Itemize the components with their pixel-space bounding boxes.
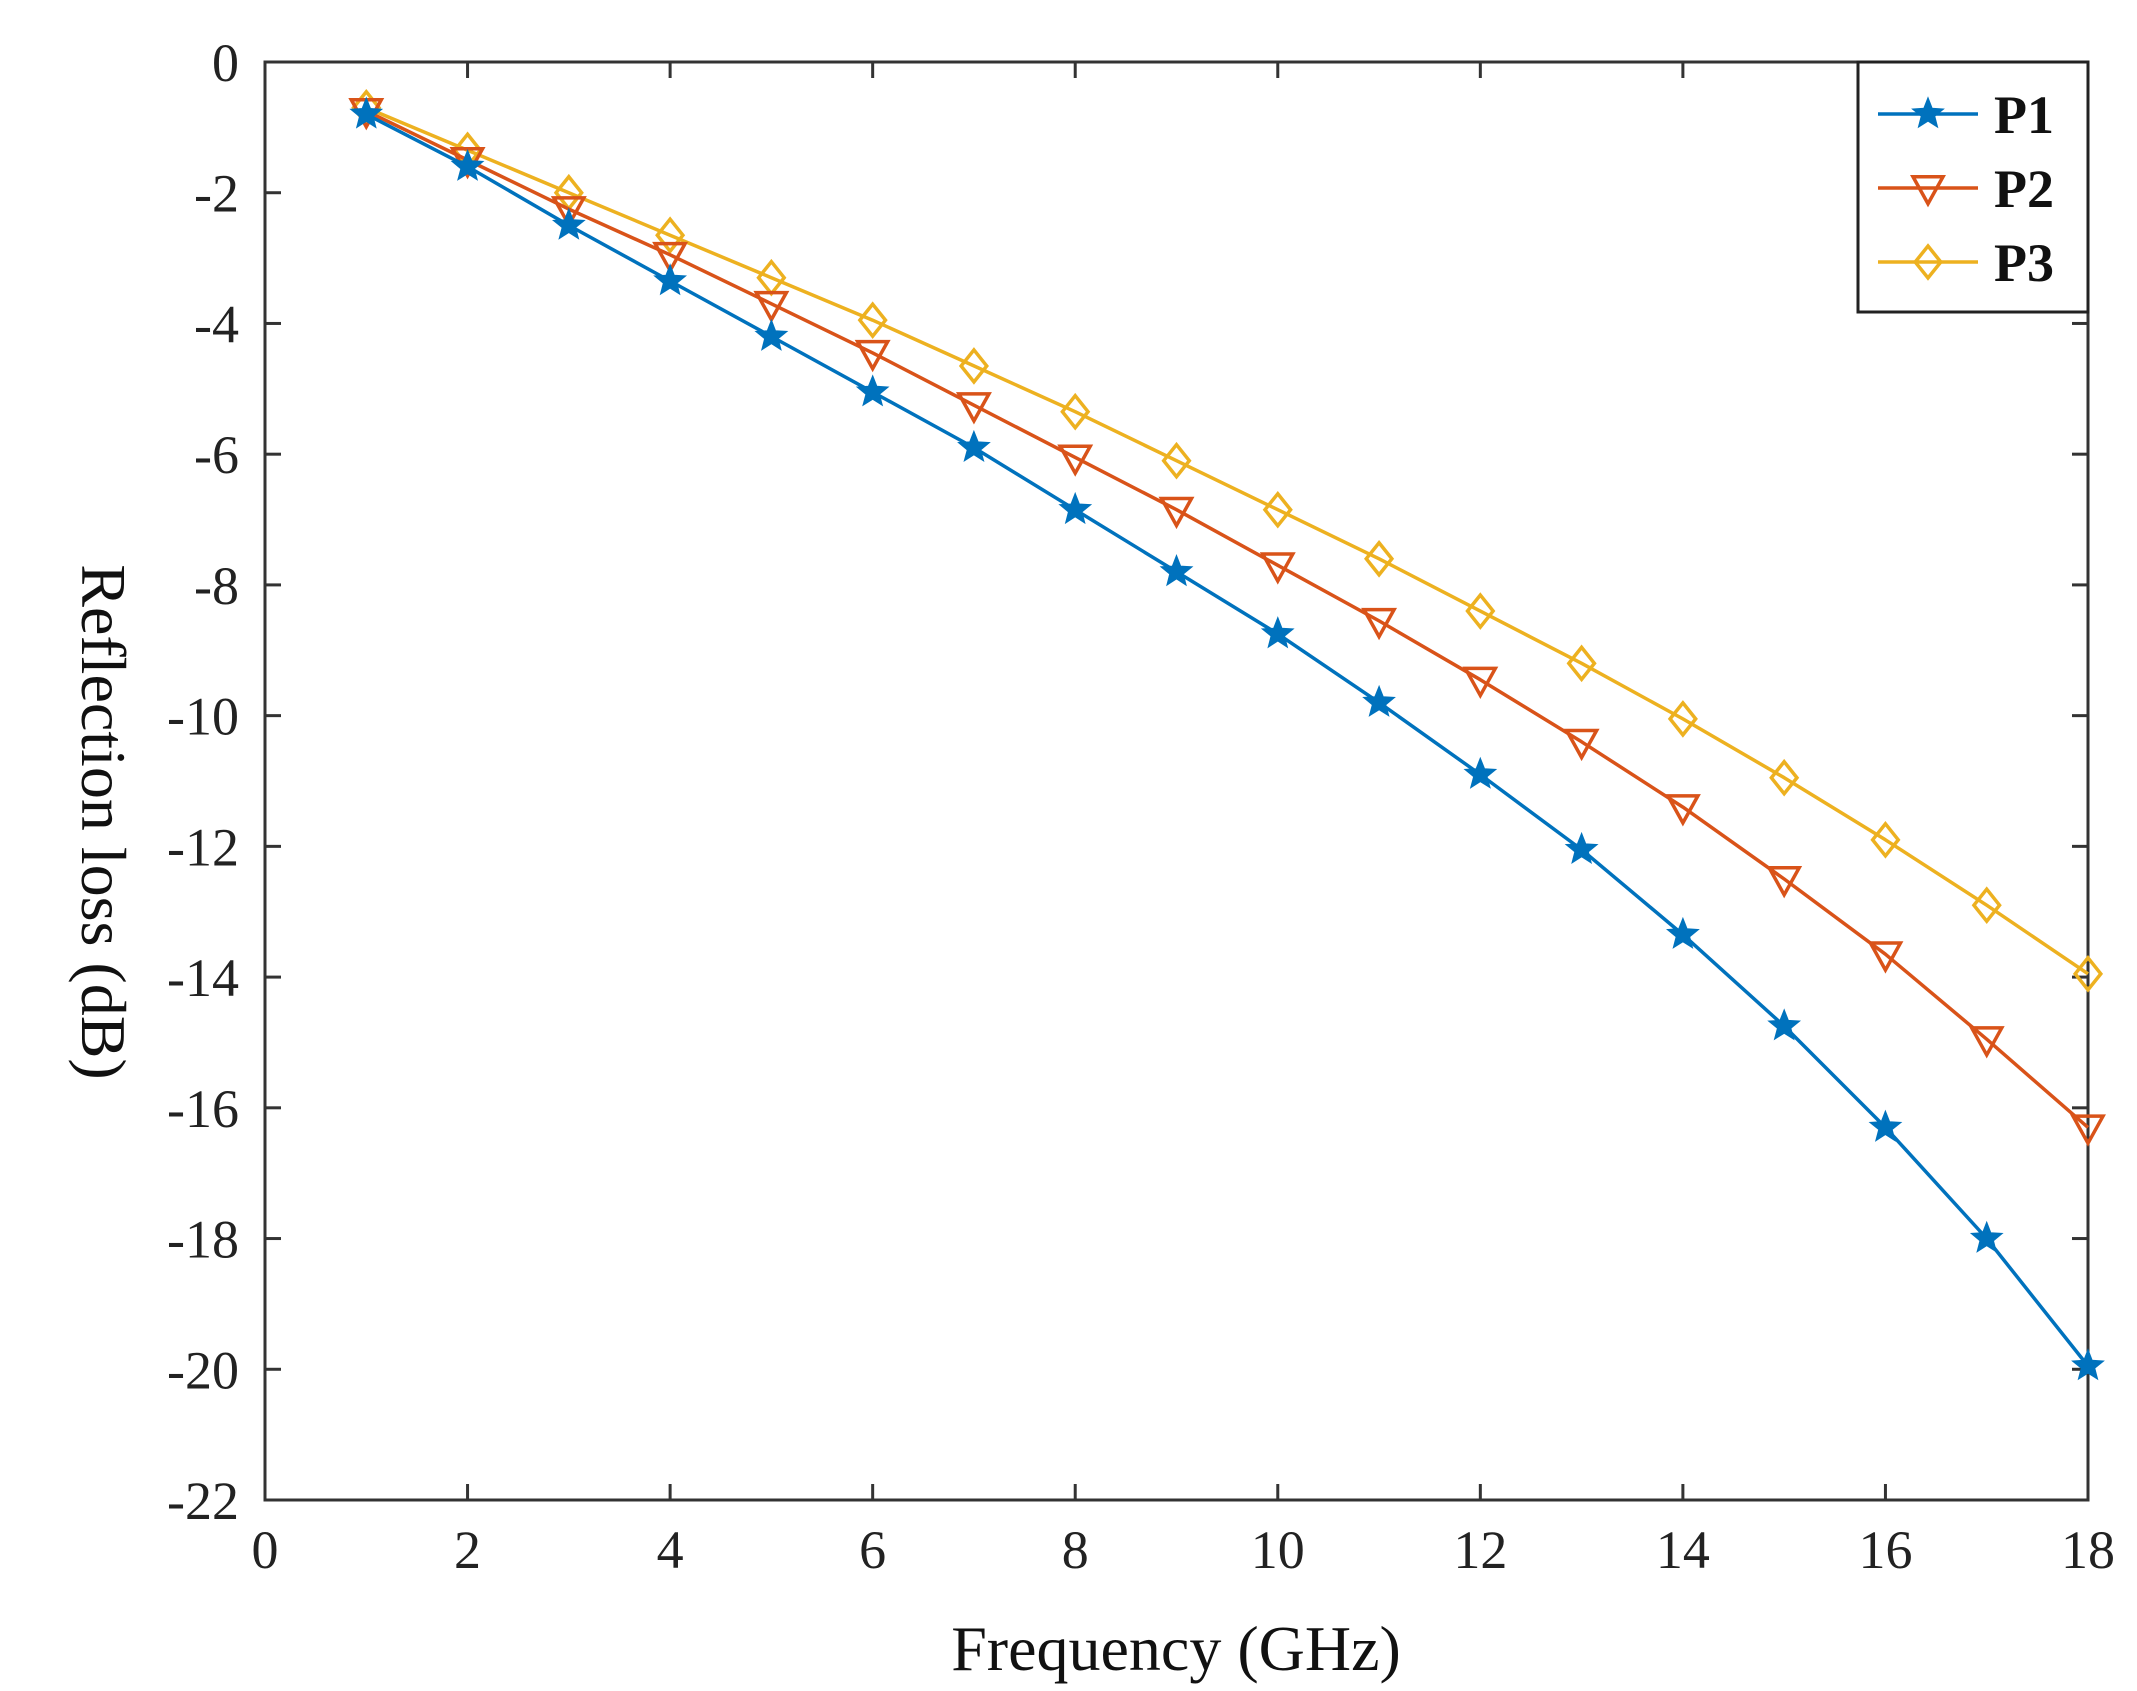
series-p3-point — [1769, 758, 1800, 797]
plot-area-frame — [263, 60, 2090, 1502]
series-p1-point — [1665, 916, 1700, 949]
series-p2-point — [2070, 1114, 2106, 1147]
series-p2-point — [955, 392, 992, 425]
x-axis-title: Frequency (GHz) — [951, 1613, 1401, 1684]
series-p1-point — [349, 96, 384, 129]
series-p3-point — [1870, 821, 1901, 859]
series-p1-point — [653, 263, 688, 296]
y-tick-label: 0 — [212, 33, 239, 93]
series-p1-point — [1159, 554, 1194, 587]
legend-label-p2: P2 — [1994, 159, 2054, 219]
y-tick-label: -22 — [167, 1471, 239, 1531]
x-tick-label: 8 — [1062, 1520, 1089, 1580]
series-p3-point — [1161, 441, 1192, 480]
y-tick-label: -18 — [167, 1210, 239, 1270]
series-p3-point — [2072, 955, 2104, 993]
series-p2-point — [1867, 941, 1904, 974]
series-p2-point — [1968, 1026, 2005, 1059]
series-p3-point — [1566, 644, 1597, 683]
series-p1-point — [1260, 616, 1295, 649]
series-p1 — [349, 96, 2105, 1381]
series-p2-point — [1462, 666, 1499, 700]
x-tick-label: 2 — [454, 1520, 481, 1580]
series-p2-point — [1563, 728, 1600, 762]
plot-frame-layer — [263, 60, 2090, 1502]
series-p2-point — [1766, 866, 1803, 899]
series-p3-point — [1262, 490, 1293, 529]
series-p2-point — [753, 290, 790, 324]
series-p2 — [348, 98, 2106, 1147]
y-tick-label: -16 — [167, 1079, 239, 1139]
series-p1-point — [1767, 1008, 1802, 1041]
x-tick-label: 16 — [1858, 1520, 1912, 1580]
x-tick-label: 4 — [657, 1520, 684, 1580]
series-p3-point — [1971, 886, 2002, 924]
x-tick-label: 0 — [252, 1520, 279, 1580]
series-p1-point — [551, 207, 586, 240]
y-tick-label: -6 — [194, 425, 239, 485]
series-p2-point — [1664, 794, 1701, 827]
series-layer — [348, 88, 2106, 1381]
legend-marker-p3 — [1912, 243, 1944, 281]
series-p2-point — [652, 241, 689, 275]
series-p1-point — [450, 148, 485, 181]
legend-marker-p1 — [1911, 96, 1945, 129]
series-p1-point — [1868, 1109, 1903, 1142]
x-tick-label: 18 — [2061, 1520, 2115, 1580]
series-p3-point — [1060, 392, 1091, 431]
series-p3 — [351, 88, 2104, 993]
y-tick-label: -12 — [167, 817, 239, 877]
series-p2-point — [854, 339, 891, 373]
y-tick-label: -14 — [167, 948, 239, 1008]
y-tick-label: -4 — [194, 294, 239, 354]
legend-label-p3: P3 — [1994, 233, 2054, 293]
series-p1-point — [1969, 1220, 2004, 1253]
y-tick-label: -10 — [167, 687, 239, 747]
series-p3-point — [1465, 592, 1496, 630]
series-p1-point — [1564, 831, 1599, 865]
series-p1-point — [1362, 684, 1396, 717]
legend-marker-p2 — [1910, 175, 1946, 208]
x-tick-label: 6 — [859, 1520, 886, 1580]
y-tick-label: -8 — [194, 556, 239, 616]
series-p3-point — [958, 347, 989, 385]
series-p1-line — [365, 112, 2090, 1368]
series-p3-point — [857, 301, 888, 339]
series-p3-point — [1667, 700, 1698, 738]
tick-layer: 0 2 4 6 8 10 12 14 16 18 0 -2 -4 -6 -8 -10 -12 -14 -16 -18 -… — [167, 33, 2115, 1580]
x-tick-label: 12 — [1453, 1520, 1507, 1580]
series-p3-line — [365, 106, 2089, 976]
series-p1-point — [754, 318, 789, 351]
series-p1-point — [1058, 491, 1093, 525]
series-p2-point — [550, 196, 587, 229]
y-tick-label: -2 — [194, 164, 239, 224]
series-p3-point — [1364, 539, 1395, 578]
series-p1-point — [2071, 1348, 2105, 1381]
y-axis-title: Reflection loss (dB) — [68, 564, 139, 1079]
series-p2-point — [1057, 444, 1094, 477]
series-p2-point — [1361, 607, 1398, 641]
x-tick-label: 14 — [1656, 1520, 1710, 1580]
x-tick-label: 10 — [1251, 1520, 1305, 1580]
series-p2-point — [1158, 496, 1195, 530]
series-p3-point — [655, 216, 686, 255]
series-p1-point — [1463, 756, 1498, 789]
legend: P1 P2 P3 — [1856, 60, 2090, 314]
series-p2-point — [1259, 552, 1296, 585]
series-p1-point — [957, 429, 991, 463]
legend-label-p1: P1 — [1994, 85, 2054, 145]
series-p1-point — [855, 374, 890, 407]
y-tick-label: -20 — [167, 1340, 239, 1400]
series-p2-line — [365, 109, 2090, 1129]
